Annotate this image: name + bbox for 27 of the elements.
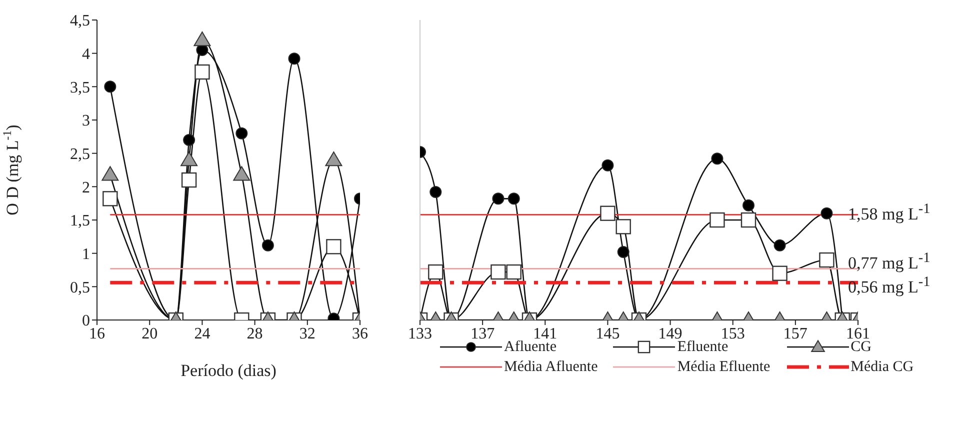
y-tick-label: 2,5 [70,146,90,164]
y-tick-label: 4 [82,46,90,64]
legend-label: Média Afluente [504,358,598,376]
x-axis-title: Período (dias) [180,361,276,380]
x-tick-label: 24 [194,325,210,342]
y-tick-label: 1 [82,246,90,264]
y-tick-label: 3,5 [70,79,90,96]
y-tick-label: 4,5 [70,12,90,30]
legend-label: Média Efluente [677,358,770,376]
legend-label: Média CG [850,358,914,376]
x-tick-label: 16 [89,325,105,342]
x-tick-label: 157 [783,325,808,342]
annotation: 1,58 mg L$^{-1}$ [848,200,930,224]
y-tick-label: 2 [82,179,90,196]
x-tick-label: 145 [596,325,620,342]
annotation: 0,56 mg L$^{-1}$ [848,274,930,298]
x-tick-label: 32 [299,325,316,342]
x-tick-label: 133 [408,325,432,342]
x-tick-label: 36 [352,325,368,342]
y-tick-label: 0 [82,312,90,330]
x-tick-label: 20 [142,325,158,342]
y-tick-label: 0,5 [70,279,90,296]
x-tick-label: 28 [246,325,263,342]
y-tick-label: 3 [82,112,90,130]
y-tick-label: 1,5 [70,212,90,230]
x-tick-label: 137 [470,325,495,342]
annotation: 0,77 mg L$^{-1}$ [848,250,930,274]
